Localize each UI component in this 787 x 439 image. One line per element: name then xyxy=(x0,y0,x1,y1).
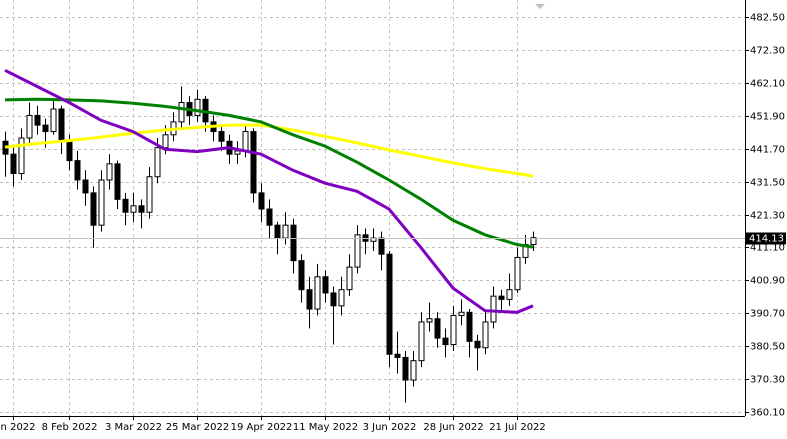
y-tick-label: 431.50 xyxy=(750,178,785,189)
candle-body xyxy=(378,237,385,255)
x-tick-label: 3 Mar 2022 xyxy=(105,422,162,433)
candle-body xyxy=(26,114,33,139)
candle-body xyxy=(402,356,409,381)
x-tick-label: 8 Feb 2022 xyxy=(42,422,98,433)
x-tick-label: 28 Jun 2022 xyxy=(423,422,483,433)
candle-body xyxy=(82,179,89,194)
y-tick-label: 441.70 xyxy=(750,145,785,156)
candle-body xyxy=(274,224,281,239)
x-tick-label: 19 Apr 2022 xyxy=(231,422,293,433)
x-tick-label: Jan 2022 xyxy=(0,422,36,433)
y-tick-label: 462.10 xyxy=(750,79,785,90)
candle-body xyxy=(234,150,241,155)
candle-body xyxy=(386,253,393,355)
candle-body xyxy=(466,311,473,342)
candle-body xyxy=(258,192,265,210)
x-tick-label: 3 Jun 2022 xyxy=(363,422,417,433)
candle-body xyxy=(218,131,225,142)
y-tick-label: 451.90 xyxy=(750,112,785,123)
last-price-box xyxy=(746,232,786,245)
candle-body xyxy=(18,137,25,175)
candle-body xyxy=(410,360,417,381)
x-tick-label: 25 Mar 2022 xyxy=(166,422,229,433)
x-tick-label: 21 Jul 2022 xyxy=(489,422,546,433)
last-price-label: 414.13 xyxy=(749,234,784,245)
candle-body xyxy=(34,114,41,126)
candle-body xyxy=(266,208,273,226)
candle-body xyxy=(474,340,481,349)
candle-body xyxy=(442,337,449,346)
candle-body xyxy=(346,266,353,291)
candle-body xyxy=(50,108,57,133)
moving-average-line xyxy=(4,68,534,314)
candle-body xyxy=(122,198,129,213)
candle-body xyxy=(450,315,457,346)
candle-body xyxy=(106,163,113,181)
y-tick-label: 360.10 xyxy=(750,408,785,419)
candle-body xyxy=(394,353,401,358)
candle-body xyxy=(434,318,441,339)
moving-average-line xyxy=(4,97,534,249)
candle-body xyxy=(338,289,345,307)
candle-body xyxy=(306,289,313,310)
y-tick-label: 482.50 xyxy=(750,13,785,24)
candle-body xyxy=(298,260,305,291)
candle-body xyxy=(290,224,297,262)
candle-body xyxy=(178,102,185,123)
candle-body xyxy=(426,318,433,323)
candle-body xyxy=(498,295,505,300)
candle-body xyxy=(74,160,81,181)
candle-body xyxy=(330,292,337,307)
candle-body xyxy=(314,276,321,310)
y-tick-label: 380.50 xyxy=(750,342,785,353)
x-tick-label: 11 May 2022 xyxy=(293,422,358,433)
candle-body xyxy=(114,163,121,200)
shift-marker xyxy=(535,4,545,9)
candle-body xyxy=(98,179,105,226)
candle-body xyxy=(66,140,73,162)
candle-body xyxy=(10,153,17,175)
candle-body xyxy=(250,131,257,194)
candle-body xyxy=(482,321,489,349)
candle-body xyxy=(130,205,137,213)
candle-body xyxy=(154,147,161,178)
candle-body xyxy=(146,176,153,213)
candle-body xyxy=(242,131,249,152)
y-tick-label: 411.10 xyxy=(750,243,785,254)
y-tick-label: 400.90 xyxy=(750,276,785,287)
candle-body xyxy=(322,276,329,294)
candle-body xyxy=(194,98,201,116)
candle-body xyxy=(458,311,465,317)
candle-body xyxy=(354,234,361,268)
candle-body xyxy=(138,205,145,213)
candle-body xyxy=(418,321,425,362)
candle-body xyxy=(514,256,521,291)
candle-body xyxy=(162,134,169,149)
y-tick-label: 472.30 xyxy=(750,46,785,57)
candle-body xyxy=(42,124,49,133)
candle-body xyxy=(282,224,289,239)
candle-body xyxy=(90,192,97,226)
y-tick-label: 421.30 xyxy=(750,211,785,222)
candle-body xyxy=(58,108,65,142)
candle-body xyxy=(506,289,513,300)
candle-body xyxy=(490,295,497,323)
y-tick-label: 390.70 xyxy=(750,309,785,320)
y-tick-label: 370.30 xyxy=(750,375,785,386)
candle-body xyxy=(530,237,537,246)
